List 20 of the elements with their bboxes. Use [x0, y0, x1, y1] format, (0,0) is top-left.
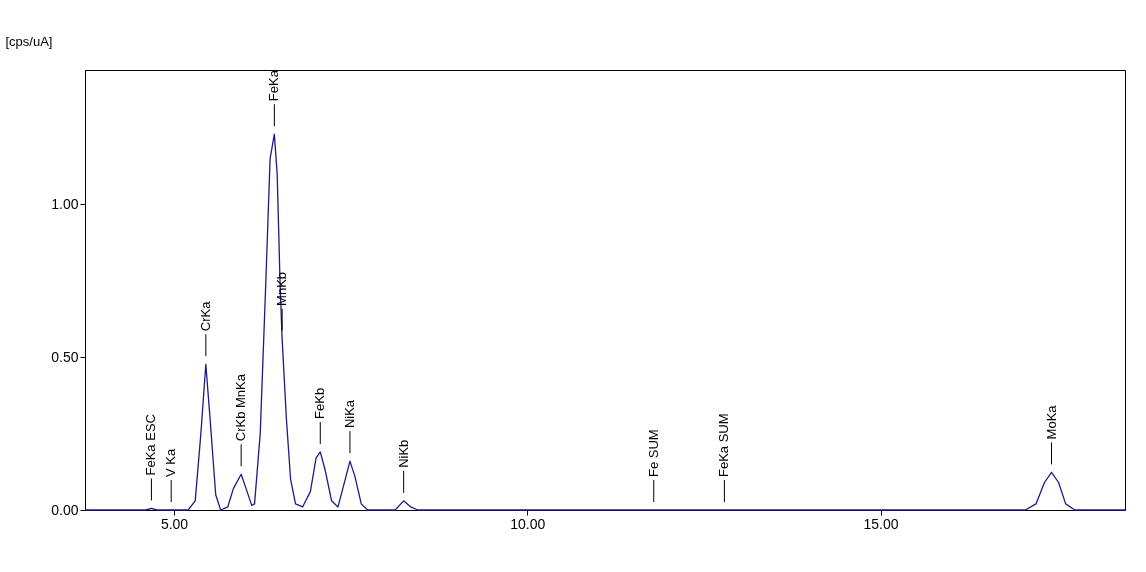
x-tick-label: 15.00	[863, 515, 899, 532]
annotation: Fe SUM	[645, 429, 661, 477]
annotation: FeKa	[266, 69, 282, 102]
annotation: MoKa	[1043, 404, 1059, 440]
y-axis-title: [cps/uA]	[5, 33, 53, 49]
annotation: NiKb	[395, 439, 411, 468]
annotation: CrKb MnKa	[233, 373, 249, 442]
annotation: NiKa	[341, 399, 357, 429]
x-tick-label: 10.00	[510, 515, 546, 532]
y-tick-label: 1.00	[51, 195, 79, 212]
annotation: FeKb	[312, 387, 328, 419]
x-tick-label: 5.00	[160, 515, 189, 532]
annotation: FeKa ESC	[143, 414, 159, 476]
annotation: V Ka	[163, 448, 179, 477]
annotation: FeKa SUM	[716, 413, 732, 477]
line-series	[84, 133, 1126, 511]
annotation: MnKb	[274, 271, 290, 306]
y-tick-label: 0.50	[51, 348, 79, 365]
annotation: CrKa	[197, 300, 213, 332]
y-tick-label: 0.00	[51, 501, 79, 518]
